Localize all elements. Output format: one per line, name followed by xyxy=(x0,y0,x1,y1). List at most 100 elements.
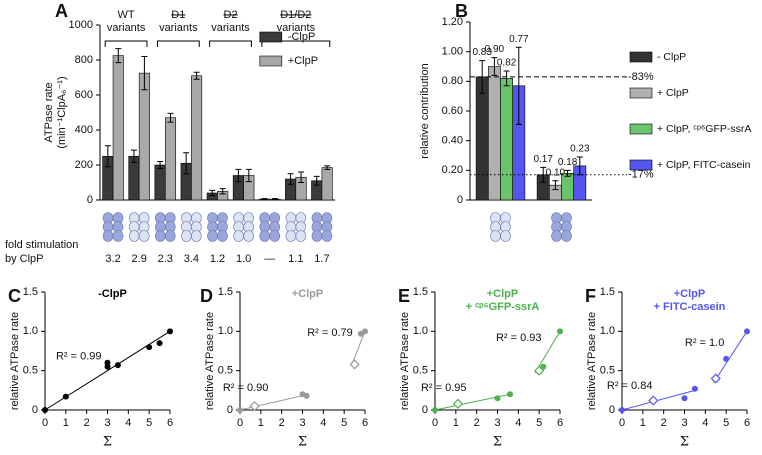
group-bracket xyxy=(209,40,252,47)
complex-icon xyxy=(164,230,176,242)
complex-icon xyxy=(285,230,297,242)
point xyxy=(42,407,48,413)
y-tick-label: 0 xyxy=(87,194,93,206)
x-tick-label: 2 xyxy=(84,417,90,429)
y-tick-label: 800 xyxy=(75,54,93,66)
legend-swatch xyxy=(629,123,653,135)
x-tick-label: 6 xyxy=(744,417,750,429)
y-tick-label: 600 xyxy=(75,89,93,101)
legend-label: -ClpP xyxy=(288,31,316,43)
bar xyxy=(191,75,203,201)
complex-icon xyxy=(243,230,254,242)
group-label: variants xyxy=(277,22,316,34)
fold-value: 1.1 xyxy=(288,253,303,265)
panel-title: + ᶜᵖ⁶GFP-ssrA xyxy=(466,301,540,313)
panel-letter: E xyxy=(398,286,410,306)
group-label: D2 xyxy=(224,9,238,21)
y-tick-label: 1.5 xyxy=(218,286,233,298)
error-bar xyxy=(552,180,559,191)
error-bar xyxy=(298,171,305,183)
y-axis-label: relative contribution xyxy=(419,63,431,158)
fit-label: R² = 0.84 xyxy=(607,380,653,392)
y-tick-label: 0.60 xyxy=(442,105,463,117)
y-tick-label: 1.0 xyxy=(23,325,38,337)
x-tick-label: 0 xyxy=(432,417,438,429)
x-tick-label: 5 xyxy=(341,417,347,429)
point xyxy=(362,328,368,335)
legend-label: + ClpP, FITC-casein xyxy=(657,159,751,171)
legend-swatch xyxy=(629,51,653,63)
point xyxy=(681,395,688,402)
y-tick-label: 400 xyxy=(75,124,93,136)
point xyxy=(494,395,501,402)
panel-letter: C xyxy=(8,286,21,306)
reference-label: -83% xyxy=(628,71,654,83)
point xyxy=(249,400,260,412)
y-tick-label: 1.0 xyxy=(413,325,428,337)
error-bar xyxy=(209,189,216,197)
bar xyxy=(500,78,513,201)
x-tick-label: 5 xyxy=(536,417,542,429)
fit-label: R² = 0.79 xyxy=(307,327,353,339)
error-bar xyxy=(245,168,252,183)
panel-title: + FITC-casein xyxy=(654,301,726,313)
x-tick-label: 1 xyxy=(63,417,69,429)
value-label: 0.18 xyxy=(558,157,578,168)
value-label: 0.82 xyxy=(497,58,517,69)
bar xyxy=(561,173,574,201)
point xyxy=(349,359,360,370)
y-tick-label: 0 xyxy=(32,404,38,416)
group-bracket xyxy=(261,40,331,47)
error-bar xyxy=(104,145,111,168)
fold-value: 1.7 xyxy=(314,253,329,265)
error-bar xyxy=(141,56,148,91)
legend-swatch xyxy=(629,159,653,171)
fit-label: R² = 0.93 xyxy=(496,332,542,344)
point xyxy=(507,391,513,398)
y-tick-label: 1.5 xyxy=(413,286,428,298)
panel-title: -ClpP xyxy=(98,288,127,300)
y-axis-label: relative ATPase rate xyxy=(204,312,216,410)
fold-value: 3.4 xyxy=(184,253,199,265)
complex-icon xyxy=(112,230,124,242)
complex-icon xyxy=(311,230,323,242)
y-tick-label: 200 xyxy=(75,159,93,171)
bar xyxy=(321,167,333,201)
bar xyxy=(138,72,150,201)
value-label: 0.23 xyxy=(570,144,590,155)
y-tick-label: 1.0 xyxy=(600,325,615,337)
fit-line xyxy=(352,331,366,363)
group-label: D1/D2 xyxy=(280,9,311,21)
panel-letter: B xyxy=(455,1,468,21)
y-axis-label: (min⁻¹ClpA₆⁻¹) xyxy=(56,76,68,148)
complex-icon xyxy=(154,230,166,242)
y-tick-label: 1.0 xyxy=(218,325,233,337)
x-tick-label: 6 xyxy=(362,417,368,429)
legend-label: + ClpP xyxy=(657,87,689,99)
point xyxy=(710,373,721,384)
x-tick-label: 6 xyxy=(167,417,173,429)
point xyxy=(303,392,310,399)
point xyxy=(146,344,153,351)
point xyxy=(167,328,173,335)
complex-icon xyxy=(181,230,192,242)
point xyxy=(237,407,243,413)
y-tick-label: 1000 xyxy=(69,19,93,31)
value-label: 0.10 xyxy=(546,167,566,178)
group-label: WT xyxy=(118,9,135,21)
y-tick-label: 0.5 xyxy=(413,365,428,377)
error-bar xyxy=(271,198,278,201)
fold-value: 1.2 xyxy=(210,253,225,265)
legend-label: - ClpP xyxy=(657,51,686,63)
complex-icon xyxy=(295,230,307,242)
x-axis-label: Σ xyxy=(103,435,112,450)
x-tick-label: 1 xyxy=(640,417,646,429)
point xyxy=(114,362,121,369)
y-tick-label: 1.00 xyxy=(442,46,463,58)
complex-icon xyxy=(217,230,228,242)
x-tick-label: 3 xyxy=(104,417,110,429)
value-label: 0.83 xyxy=(472,47,492,58)
y-tick-label: 0 xyxy=(609,404,615,416)
fit-label: R² = 0.99 xyxy=(56,351,102,363)
error-bar xyxy=(287,173,294,185)
